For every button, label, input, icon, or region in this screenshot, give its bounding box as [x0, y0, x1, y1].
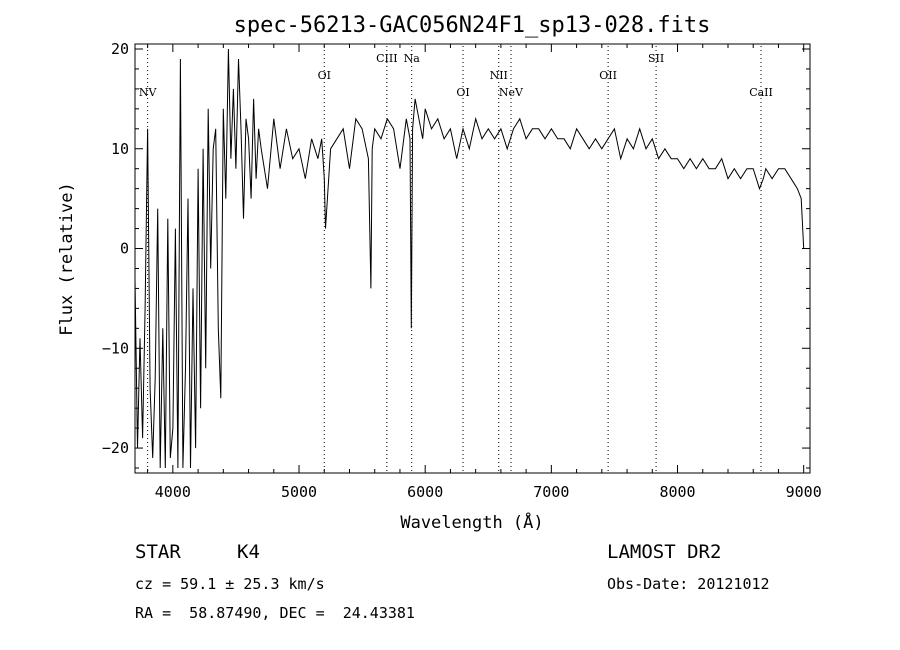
x-tick-label: 6000	[407, 483, 443, 501]
spectral-line-label: CIII	[376, 52, 397, 65]
spectral-line-label: OI	[318, 69, 331, 82]
object-class: STAR	[135, 541, 181, 563]
coordinates-readout: RA = 58.87490, DEC = 24.43381	[135, 604, 415, 622]
y-tick-label: −10	[102, 339, 129, 357]
x-tick-label: 5000	[281, 483, 317, 501]
y-tick-label: 0	[120, 240, 129, 258]
y-tick-label: 20	[111, 40, 129, 58]
survey-label: LAMOST DR2	[607, 541, 722, 563]
spectral-line-label: NeV	[499, 86, 524, 99]
y-tick-label: 10	[111, 140, 129, 158]
observation-date: Obs-Date: 20121012	[607, 575, 770, 593]
object-subclass: K4	[237, 541, 260, 563]
y-tick-label: −20	[102, 439, 129, 457]
x-tick-label: 4000	[155, 483, 191, 501]
spectral-line-label: NII	[490, 69, 508, 82]
spectral-line-label: NV	[139, 86, 158, 99]
spectral-line-label: OI	[456, 86, 469, 99]
x-tick-label: 8000	[659, 483, 695, 501]
spectral-line-label: OII	[599, 69, 617, 82]
x-axis-label: Wavelength (Å)	[400, 511, 543, 533]
x-tick-label: 9000	[786, 483, 822, 501]
y-axis-label: Flux (relative)	[57, 182, 77, 336]
spectral-line-label: SII	[648, 52, 664, 65]
spectral-line-label: Na	[404, 52, 421, 65]
spectrum-line	[135, 48, 805, 469]
spectral-line-label: CaII	[749, 86, 773, 99]
chart-title: spec-56213-GAC056N24F1_sp13-028.fits	[234, 13, 711, 38]
redshift-readout: cz = 59.1 ± 25.3 km/s	[135, 575, 325, 593]
x-tick-label: 7000	[533, 483, 569, 501]
plot-area: NV OI CIII Na OI NII NeV OII SII CaII 4000 5000 6000…	[102, 40, 822, 501]
plot-frame	[134, 43, 811, 474]
